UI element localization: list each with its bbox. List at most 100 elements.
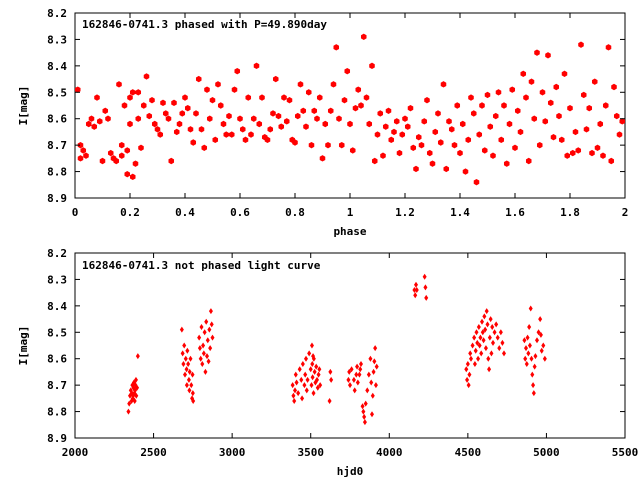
data-point <box>197 345 202 352</box>
data-point <box>524 345 528 352</box>
y-tick-label: 8.9 <box>47 432 67 445</box>
data-point <box>424 97 430 104</box>
x-tick-label: 2500 <box>140 446 167 459</box>
data-point <box>311 107 318 114</box>
data-point <box>347 368 352 375</box>
data-point <box>479 102 485 109</box>
data-point <box>569 149 576 157</box>
data-point <box>465 361 470 367</box>
data-point <box>80 147 87 154</box>
data-point <box>470 110 477 117</box>
data-point <box>270 110 276 117</box>
data-point <box>476 355 481 362</box>
x-tick-label: 4500 <box>455 446 482 459</box>
data-point <box>535 337 539 344</box>
data-point <box>373 382 378 389</box>
data-point <box>140 102 147 109</box>
x-tick-label: 0.8 <box>285 206 305 219</box>
data-point <box>374 131 381 138</box>
data-point <box>157 131 164 138</box>
data-point <box>523 94 529 101</box>
data-point <box>489 350 494 357</box>
data-point <box>349 366 354 373</box>
data-point <box>531 390 536 397</box>
data-point <box>361 408 366 415</box>
data-point <box>300 361 305 367</box>
data-point <box>415 134 422 141</box>
data-point <box>341 97 348 104</box>
data-point <box>479 350 484 357</box>
data-point <box>597 120 604 128</box>
data-point <box>352 104 359 112</box>
data-point <box>314 363 319 370</box>
data-point <box>527 324 532 330</box>
x-tick-label: 0 <box>72 206 79 219</box>
data-point <box>311 390 316 397</box>
data-point <box>74 86 81 93</box>
data-point <box>317 366 322 373</box>
data-point <box>291 392 296 399</box>
data-point <box>500 339 505 346</box>
data-point <box>206 358 211 365</box>
data-point <box>210 334 215 341</box>
data-point <box>190 371 195 378</box>
data-point <box>354 371 359 378</box>
data-point <box>304 387 309 394</box>
data-point <box>526 350 531 357</box>
data-point <box>482 313 487 320</box>
x-tick-label: 3000 <box>219 446 246 459</box>
data-point <box>312 368 317 375</box>
data-point <box>193 110 199 117</box>
chart-title: 162846-0741.3 phased with P=49.890day <box>82 18 327 31</box>
data-point <box>412 287 417 293</box>
data-point <box>586 104 593 112</box>
plot-frame <box>74 12 626 199</box>
data-point <box>539 347 544 354</box>
data-point <box>536 141 543 149</box>
data-point <box>96 118 103 125</box>
data-point <box>329 376 334 383</box>
data-point <box>426 149 433 157</box>
data-point <box>132 160 139 167</box>
data-point <box>190 139 197 146</box>
data-point <box>199 324 204 330</box>
data-point <box>272 75 279 83</box>
data-point <box>531 382 536 389</box>
data-point <box>370 392 375 399</box>
x-tick-label: 1.8 <box>560 206 580 219</box>
x-tick-label: 1.2 <box>395 206 415 219</box>
data-point <box>303 123 309 130</box>
data-point <box>575 147 582 154</box>
data-point <box>248 131 254 138</box>
data-point <box>296 390 301 397</box>
data-point <box>267 126 274 133</box>
data-point <box>578 41 584 48</box>
data-point <box>195 75 202 83</box>
data-point <box>184 366 189 373</box>
data-point <box>135 115 142 122</box>
data-point <box>209 97 216 104</box>
data-point <box>542 118 549 125</box>
data-point <box>484 91 491 99</box>
data-point <box>107 149 114 157</box>
data-point <box>369 62 375 70</box>
y-axis-label: I[mag] <box>17 326 30 366</box>
data-point <box>245 94 252 101</box>
y-tick-label: 8.8 <box>47 406 67 419</box>
data-point <box>368 355 373 362</box>
data-point <box>127 94 133 101</box>
y-tick-label: 8.2 <box>47 7 67 20</box>
y-tick-label: 8.6 <box>47 353 67 366</box>
data-point <box>469 355 473 362</box>
data-point <box>99 157 106 165</box>
data-point <box>197 334 202 341</box>
data-point <box>305 376 310 383</box>
data-point <box>478 334 483 341</box>
data-point <box>294 379 299 386</box>
data-point <box>414 287 419 293</box>
data-point <box>344 67 351 75</box>
data-point <box>293 371 298 378</box>
data-point <box>435 110 441 117</box>
data-point <box>457 149 463 157</box>
